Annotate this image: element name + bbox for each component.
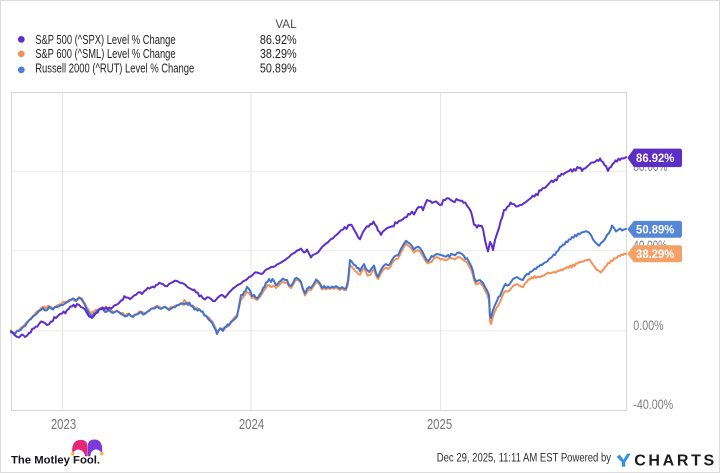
svg-text:VAL: VAL (275, 17, 296, 31)
svg-text:S&P 500 (^SPX) Level % Change: S&P 500 (^SPX) Level % Change (35, 32, 175, 47)
svg-text:Russell 2000 (^RUT) Level % Ch: Russell 2000 (^RUT) Level % Change (35, 61, 194, 76)
svg-text:2024: 2024 (239, 416, 264, 433)
svg-text:86.92%: 86.92% (636, 151, 675, 165)
svg-text:38.29%: 38.29% (260, 46, 297, 61)
svg-text:-40.00%: -40.00% (633, 396, 673, 412)
svg-text:S&P 600 (^SML) Level % Change: S&P 600 (^SML) Level % Change (35, 46, 175, 61)
svg-text:2023: 2023 (51, 416, 76, 433)
svg-text:Dec 29, 2025, 11:11 AM EST Pow: Dec 29, 2025, 11:11 AM EST Powered by (437, 451, 612, 465)
svg-text:86.92%: 86.92% (260, 32, 297, 47)
svg-text:2025: 2025 (427, 416, 452, 433)
svg-text:CHARTS: CHARTS (634, 453, 714, 470)
svg-text:The Motley Fool.: The Motley Fool. (11, 455, 100, 467)
svg-text:38.29%: 38.29% (636, 247, 675, 261)
svg-text:0.00%: 0.00% (633, 317, 663, 333)
svg-text:50.89%: 50.89% (636, 222, 675, 236)
svg-text:50.89%: 50.89% (260, 61, 297, 76)
